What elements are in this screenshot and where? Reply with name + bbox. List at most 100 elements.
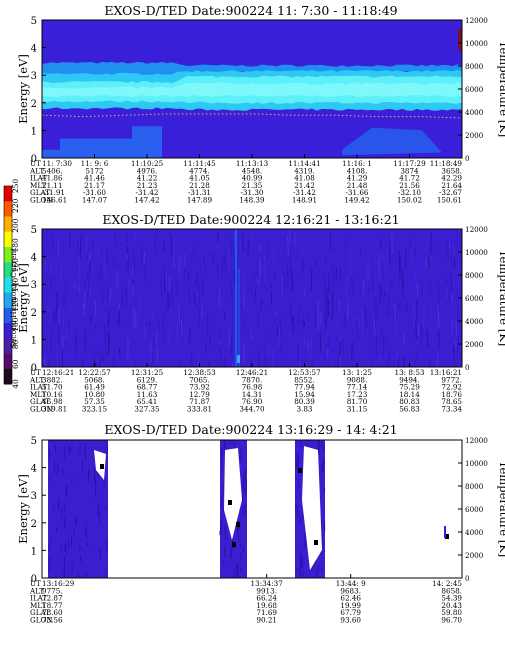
noise-streak <box>162 311 165 330</box>
ephemeris-value: 73.56 <box>42 616 63 625</box>
ephemeris-value: 9775. <box>42 586 63 595</box>
noise-streak <box>180 318 183 336</box>
ephemeris-value: -32.10 <box>398 188 421 197</box>
noise-streak <box>298 277 300 296</box>
noise-streak <box>179 253 182 268</box>
noise-streak <box>359 248 362 255</box>
noise-streak <box>298 306 300 325</box>
noise-streak <box>107 309 110 328</box>
noise-streak <box>450 292 453 304</box>
noise-streak <box>382 261 384 280</box>
ephemeris-value: 21.35 <box>242 181 263 190</box>
noise-streak <box>89 287 92 296</box>
ephemeris-value: -31.30 <box>240 188 263 197</box>
ephemeris-value: 9683. <box>340 586 361 595</box>
noise-streak <box>391 324 394 347</box>
ytick-label-left: 4 <box>31 464 37 475</box>
ytick-label-right: 4000 <box>465 528 484 537</box>
sparse-mark <box>444 526 446 538</box>
noise-streak <box>331 362 334 367</box>
ephemeris-value: 41.22 <box>137 174 158 183</box>
noise-streak <box>157 320 160 331</box>
ephemeris-value: 148.91 <box>292 196 317 205</box>
ephemeris-row-label: GLON <box>30 616 53 625</box>
noise-streak <box>426 330 429 348</box>
noise-streak <box>303 287 306 298</box>
ephemeris-value: 13: 8:53 <box>395 368 425 377</box>
noise-streak <box>50 260 53 275</box>
noise-streak <box>314 308 317 327</box>
ytick-label-left: 1 <box>31 126 37 137</box>
noise-streak <box>273 271 276 282</box>
ephemeris-value: 8658. <box>441 586 462 595</box>
noise-streak <box>168 276 171 294</box>
ephemeris-value: 18.76 <box>441 390 462 399</box>
colorbar-frame <box>3 185 13 385</box>
ephemeris-value: 96.70 <box>441 616 462 625</box>
noise-streak <box>112 349 115 367</box>
noise-streak <box>72 313 75 325</box>
ytick-label-left: 5 <box>31 436 37 447</box>
ephemeris-row-label: GLAT <box>30 608 50 617</box>
ephemeris-value: 11: 7:30 <box>42 159 72 168</box>
ephemeris-value: 21.17 <box>84 181 105 190</box>
noise-streak <box>274 348 276 359</box>
colorbar-segment <box>4 262 12 278</box>
ephemeris-value: 61.49 <box>84 383 105 392</box>
noise-streak <box>198 280 200 304</box>
noise-streak <box>284 363 286 367</box>
noise-streak <box>202 256 205 276</box>
noise-streak <box>97 245 100 259</box>
noise-streak <box>260 300 263 312</box>
noise-streak <box>298 361 300 367</box>
ephemeris-value: 40.99 <box>242 174 263 183</box>
noise-streak <box>165 333 168 353</box>
ephemeris-value: 80.83 <box>399 397 420 406</box>
noise-streak <box>50 274 52 291</box>
panel-1-axes: 0 1 2 3 4 5 0 2000 4000 6000 8000 10000 12000 <box>31 16 489 165</box>
colorbar-segment <box>4 338 12 355</box>
panel-2-ylabel: Energy [eV] <box>16 263 30 333</box>
ytick-label-left: 5 <box>31 225 37 236</box>
ephemeris-value: 11:13:13 <box>236 159 269 168</box>
noise-streak <box>265 293 268 310</box>
ytick-label-left: 0 <box>31 154 37 165</box>
ephemeris-value: 78.65 <box>441 397 462 406</box>
noise-streak <box>74 331 77 349</box>
ephemeris-value: 31.15 <box>347 405 368 414</box>
noise-streak <box>280 364 282 367</box>
empty-background <box>42 440 462 578</box>
panel-3-ephemeris: UT 13:16:29 13:34:37 13:44: 9 14: 2:45 ALT977… <box>29 579 462 625</box>
noise-streak <box>76 242 79 257</box>
colorbar-tick-label: 160 <box>11 258 20 273</box>
ephemeris-value: 42.29 <box>441 174 462 183</box>
ephemeris-value: 76.90 <box>242 397 263 406</box>
noise-streak <box>399 262 401 284</box>
ephemeris-value: 77.14 <box>347 383 368 392</box>
noise-streak <box>118 302 121 311</box>
noise-streak <box>192 245 195 259</box>
noise-streak <box>232 363 234 367</box>
noise-streak <box>230 239 233 257</box>
ephemeris-row-label: GLON <box>30 196 53 205</box>
noise-streak <box>276 325 279 335</box>
colorbar-segment <box>4 307 12 324</box>
bright-spot <box>237 355 240 363</box>
noise-streak <box>94 322 97 330</box>
contour-speck <box>100 464 104 469</box>
noise-streak <box>69 294 72 318</box>
ephemeris-value: 71.69 <box>256 608 277 617</box>
ephemeris-value: 4319. <box>294 166 315 175</box>
noise-streak <box>379 354 382 366</box>
ephemeris-value: 3.83 <box>296 405 312 414</box>
noise-streak <box>143 319 146 328</box>
noise-streak <box>339 340 342 355</box>
noise-streak <box>242 318 245 329</box>
noise-streak <box>57 321 60 345</box>
panel-2-axes: 0 1 2 3 4 5 0 2000 4000 6000 8000 10000 12000 <box>31 225 489 374</box>
noise-streak <box>112 256 115 268</box>
noise-streak <box>303 325 306 345</box>
noise-streak <box>289 317 291 337</box>
noise-streak <box>106 287 109 303</box>
